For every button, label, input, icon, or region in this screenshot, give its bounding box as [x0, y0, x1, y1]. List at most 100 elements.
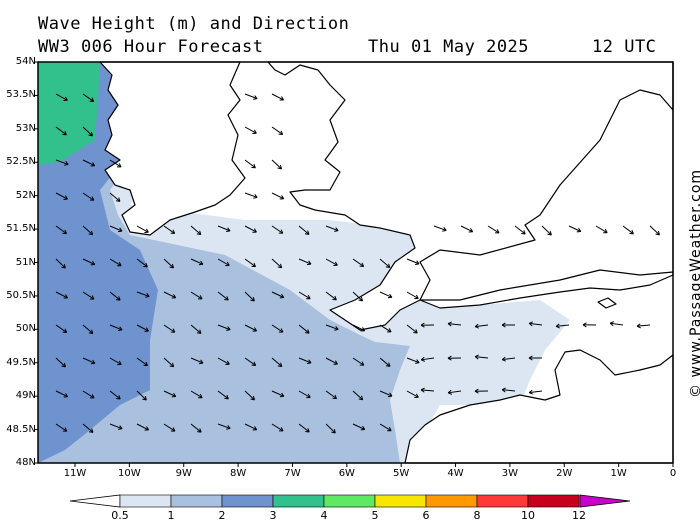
wave-arrow: [271, 390, 285, 398]
wave-arrow: [82, 258, 96, 266]
wave-arrow: [82, 225, 94, 236]
scale-cell: [221, 494, 274, 508]
wave-arrow: [420, 356, 435, 362]
wave-arrow: [271, 357, 283, 368]
lon-label: 8W: [229, 468, 247, 479]
wave-arrow: [352, 390, 364, 401]
axis-ticks: [34, 61, 674, 467]
wave-arrow: [379, 423, 392, 432]
wave-arrow: [163, 390, 177, 398]
lon-label: 3W: [501, 468, 519, 479]
wave-arrow: [325, 324, 339, 331]
lat-label: 52.5N: [6, 156, 36, 168]
scale-cell: [527, 494, 580, 508]
scale-label: 5: [371, 509, 379, 522]
forecast-model-label: WW3 006 Hour Forecast: [38, 37, 264, 57]
wave-arrow: [217, 324, 231, 331]
wave-arrow: [163, 324, 176, 333]
wave-arrow: [109, 291, 121, 301]
wave-arrow: [501, 322, 515, 328]
lon-label: 4W: [447, 468, 464, 479]
wave-arrow: [190, 390, 203, 399]
wave-arrow: [352, 291, 363, 302]
wave-arrow: [163, 258, 174, 269]
lat-label: 48N: [15, 457, 36, 468]
wave-arrow: [487, 225, 500, 234]
wave-arrow: [244, 357, 257, 366]
wave-arrow: [271, 258, 283, 269]
wave-arrow: [447, 321, 462, 327]
coastlines: [99, 61, 674, 464]
wave-arrow: [420, 387, 435, 393]
wave-arrow: [649, 225, 660, 236]
wave-arrow: [271, 225, 284, 234]
scale-cell: [170, 494, 223, 508]
lon-label: 6W: [338, 468, 355, 479]
lat-label: 52N: [15, 189, 36, 201]
scale-cell: [272, 494, 325, 508]
color-scale: [69, 494, 631, 508]
wave-arrow: [55, 225, 67, 235]
wave-arrow: [217, 390, 229, 400]
wave-arrow: [217, 357, 230, 365]
wave-arrow: [217, 258, 230, 267]
wave-arrow: [636, 323, 651, 329]
wave-arrow: [244, 324, 258, 332]
scale-low-triangle: [69, 494, 121, 508]
wave-arrow: [352, 258, 365, 267]
forecast-time-label: 12 UTC: [592, 37, 657, 57]
wave-arrow: [298, 258, 312, 266]
wave-arrow: [379, 258, 391, 269]
scale-label: 8: [473, 509, 481, 522]
wave-arrow: [244, 291, 255, 302]
wave-arrow: [82, 324, 94, 335]
wave-arrow: [528, 355, 542, 361]
wave-arrow: [82, 357, 96, 365]
wave-arrow: [555, 323, 570, 329]
wave-arrow: [528, 321, 543, 327]
wave-arrow: [609, 321, 624, 327]
wave-arrow: [82, 192, 95, 201]
wave-arrow: [406, 390, 419, 398]
wave-arrow: [55, 93, 68, 101]
wave-arrow: [460, 225, 474, 233]
wave-arrow: [82, 291, 95, 300]
wave-arrow: [514, 225, 526, 235]
wave-arrow: [109, 225, 123, 233]
lat-label: 49N: [15, 390, 36, 402]
lat-label: 51.5N: [6, 223, 36, 235]
wave-arrow: [190, 324, 202, 334]
wave-arrow: [55, 258, 66, 269]
wave-arrow: [582, 322, 597, 328]
wave-arrow: [528, 389, 543, 395]
wave-arrow: [82, 390, 95, 399]
wave-arrow: [406, 357, 420, 364]
band-3-4m: [38, 62, 100, 165]
lat-label: 50N: [15, 323, 36, 335]
wave-arrow: [190, 291, 203, 300]
wave-arrow: [433, 225, 447, 232]
wave-arrow: [82, 159, 96, 167]
wave-arrow: [55, 390, 69, 398]
scale-cell: [323, 494, 376, 508]
wave-arrow: [595, 225, 608, 234]
scale-label: 4: [320, 509, 328, 522]
lat-label: 50.5N: [6, 289, 36, 301]
wave-arrow: [352, 423, 366, 431]
wave-arrow: [82, 423, 94, 433]
wave-arrow: [325, 225, 339, 232]
wave-arrow: [501, 387, 516, 393]
wave-arrow: [136, 258, 148, 268]
wave-arrow: [136, 291, 150, 298]
wave-arrow: [55, 324, 68, 333]
wave-arrow: [244, 126, 257, 134]
wave-arrow: [474, 388, 489, 394]
wave-arrow: [109, 423, 123, 430]
ireland-coast: [99, 61, 246, 236]
wave-arrow: [379, 390, 393, 398]
wave-arrow: [190, 225, 202, 236]
wave-arrow: [55, 357, 66, 368]
scale-cell: [476, 494, 529, 508]
wave-direction-arrows: [55, 93, 660, 434]
wave-arrow: [325, 423, 336, 434]
